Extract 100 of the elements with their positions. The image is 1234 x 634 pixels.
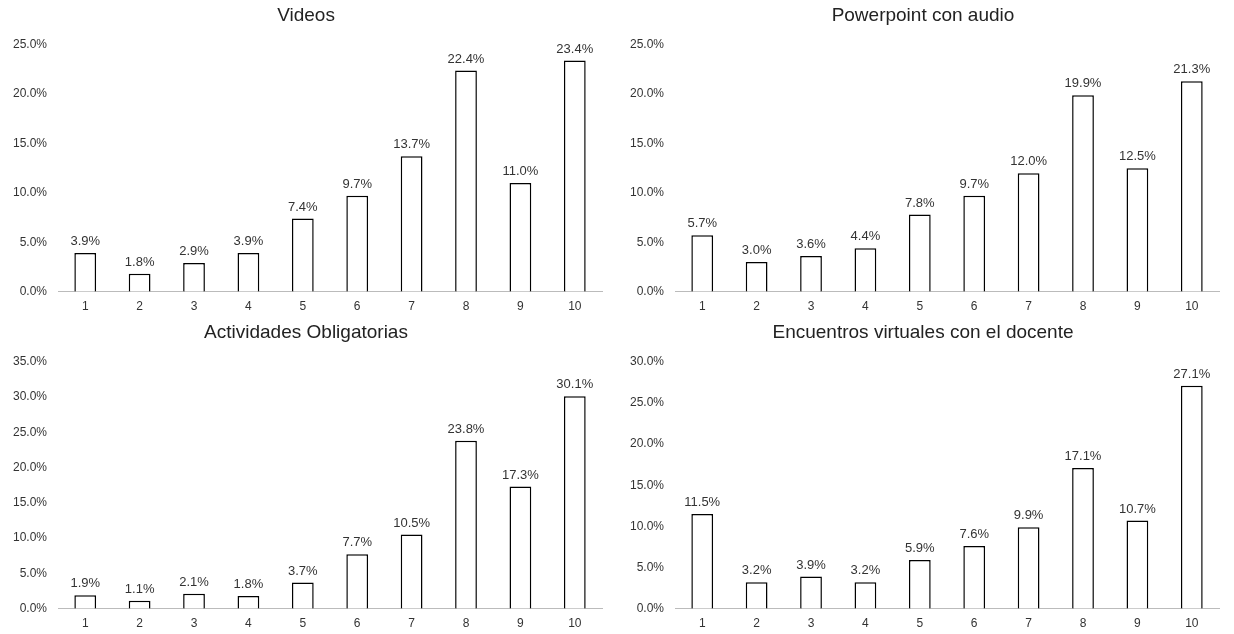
x-tick-label: 2 — [136, 616, 144, 631]
y-tick-label: 20.0% — [12, 459, 48, 474]
x-tick-label: 6 — [353, 616, 361, 631]
data-label: 23.8% — [447, 420, 485, 436]
data-label: 3.9% — [233, 233, 264, 249]
data-label: 30.1% — [556, 376, 594, 392]
data-label: 7.8% — [904, 194, 936, 210]
data-label: 1.1% — [124, 580, 155, 596]
x-tick-label: 9 — [517, 299, 525, 314]
x-tick-label: 5 — [916, 299, 924, 314]
y-tick-label: 5.0% — [19, 234, 48, 249]
y-tick-label: 35.0% — [12, 354, 48, 369]
data-label: 2.1% — [179, 573, 210, 589]
y-tick-label: 5.0% — [636, 234, 665, 249]
data-label: 3.2% — [741, 562, 772, 578]
data-label: 10.5% — [393, 514, 431, 530]
y-tick-label: 20.0% — [629, 86, 665, 101]
y-tick-label: 25.0% — [629, 395, 665, 410]
chart-title: Videos — [277, 3, 335, 25]
data-label: 9.7% — [959, 175, 990, 191]
data-label: 3.0% — [741, 242, 772, 258]
x-tick-label: 9 — [1134, 616, 1142, 631]
data-label: 1.8% — [124, 253, 155, 269]
x-tick-label: 2 — [136, 299, 144, 314]
x-tick-label: 10 — [568, 299, 582, 314]
y-tick-label: 0.0% — [19, 600, 48, 615]
data-label: 13.7% — [393, 136, 431, 152]
x-tick-label: 3 — [190, 616, 198, 631]
x-tick-label: 1 — [698, 299, 706, 314]
data-label: 4.4% — [850, 228, 881, 244]
y-tick-label: 15.0% — [12, 135, 48, 150]
data-label: 27.1% — [1173, 365, 1211, 381]
y-tick-label: 25.0% — [629, 37, 665, 52]
y-tick-label: 0.0% — [19, 283, 48, 298]
x-tick-label: 5 — [299, 299, 307, 314]
y-tick-label: 0.0% — [636, 600, 665, 615]
data-label: 2.9% — [179, 243, 210, 259]
y-tick-label: 15.0% — [12, 495, 48, 510]
x-tick-label: 6 — [970, 616, 978, 631]
data-label: 1.9% — [70, 575, 101, 591]
data-label: 9.9% — [1013, 507, 1044, 523]
data-label: 19.9% — [1064, 75, 1102, 91]
data-label: 12.0% — [1010, 153, 1048, 169]
y-tick-label: 0.0% — [636, 283, 665, 298]
data-label: 3.6% — [796, 236, 827, 252]
x-tick-label: 4 — [862, 616, 870, 631]
x-tick-label: 7 — [1025, 299, 1033, 314]
chart-title: Powerpoint con audio — [831, 3, 1015, 25]
x-tick-label: 8 — [1079, 299, 1087, 314]
x-tick-label: 6 — [353, 299, 361, 314]
x-tick-label: 8 — [1079, 616, 1087, 631]
x-tick-label: 4 — [245, 299, 253, 314]
data-label: 1.8% — [233, 575, 264, 591]
data-label: 23.4% — [556, 40, 594, 56]
chart-title: Encuentros virtuales con el docente — [772, 320, 1074, 342]
y-tick-label: 20.0% — [12, 86, 48, 101]
data-label: 3.9% — [70, 233, 101, 249]
y-tick-label: 5.0% — [19, 565, 48, 580]
data-label: 9.7% — [342, 175, 373, 191]
y-tick-label: 15.0% — [629, 477, 665, 492]
y-tick-label: 30.0% — [629, 354, 665, 369]
x-tick-label: 6 — [970, 299, 978, 314]
data-label: 7.7% — [342, 534, 373, 550]
data-label: 11.5% — [684, 494, 721, 510]
data-label: 7.6% — [959, 526, 990, 542]
x-tick-label: 7 — [1025, 616, 1033, 631]
x-tick-label: 8 — [462, 299, 470, 314]
data-label: 3.9% — [796, 556, 827, 572]
x-tick-label: 3 — [190, 299, 198, 314]
data-label: 21.3% — [1173, 61, 1211, 77]
y-tick-label: 20.0% — [629, 436, 665, 451]
x-tick-label: 1 — [81, 299, 89, 314]
x-tick-label: 9 — [517, 616, 525, 631]
x-tick-label: 5 — [299, 616, 307, 631]
x-tick-label: 10 — [568, 616, 582, 631]
data-label: 17.1% — [1064, 448, 1102, 463]
data-label: 10.7% — [1118, 500, 1157, 516]
data-label: 5.9% — [904, 540, 936, 556]
x-tick-label: 3 — [807, 299, 815, 314]
data-label: 3.7% — [287, 562, 319, 578]
y-tick-label: 10.0% — [12, 530, 48, 545]
y-tick-label: 25.0% — [12, 424, 48, 439]
y-tick-label: 25.0% — [12, 37, 48, 52]
x-tick-label: 2 — [753, 616, 761, 631]
data-label: 5.7% — [687, 215, 718, 231]
x-tick-label: 4 — [245, 616, 253, 631]
data-label: 7.4% — [287, 198, 319, 214]
y-tick-label: 10.0% — [12, 185, 48, 200]
x-tick-label: 1 — [698, 616, 706, 631]
data-label: 22.4% — [447, 50, 485, 66]
y-tick-label: 15.0% — [629, 135, 665, 150]
chart-title: Actividades Obligatorias — [204, 320, 408, 342]
data-label: 11.0% — [502, 163, 539, 179]
y-tick-label: 5.0% — [636, 559, 665, 574]
x-tick-label: 10 — [1185, 299, 1199, 314]
data-label: 3.2% — [850, 562, 881, 578]
y-tick-label: 30.0% — [12, 389, 48, 404]
x-tick-label: 7 — [408, 299, 416, 314]
x-tick-label: 4 — [862, 299, 870, 314]
x-tick-label: 1 — [81, 616, 89, 631]
